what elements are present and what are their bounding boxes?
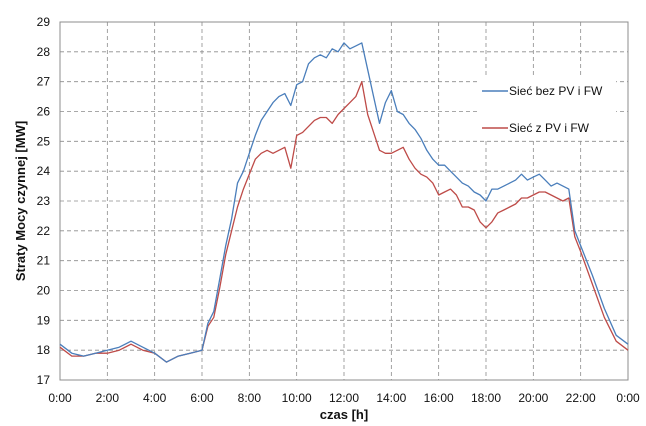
y-tick-label: 17 — [37, 373, 51, 387]
series-line — [59, 42, 629, 363]
y-tick-label: 24 — [37, 164, 51, 178]
x-tick-label: 10:00 — [282, 391, 312, 405]
x-tick-label: 22:00 — [566, 391, 596, 405]
x-tick-label: 6:00 — [190, 391, 214, 405]
x-tick-label: 4:00 — [143, 391, 167, 405]
x-axis-title: czas [h] — [320, 407, 368, 422]
series-group — [59, 42, 629, 363]
y-tick-label: 27 — [37, 75, 51, 89]
x-tick-label: 20:00 — [518, 391, 548, 405]
x-tick-label: 0:00 — [48, 391, 72, 405]
x-tick-labels: 0:00 2:00 4:00 6:00 8:00 10:00 12:00 14:00 16:00… — [48, 391, 640, 405]
y-tick-label: 23 — [37, 194, 51, 208]
legend-label: Sieć bez PV i FW — [509, 84, 603, 98]
y-tick-label: 21 — [37, 254, 51, 268]
y-tick-label: 20 — [37, 284, 51, 298]
x-tick-label: 8:00 — [238, 391, 262, 405]
legend-label: Sieć z PV i FW — [509, 121, 590, 135]
x-tick-label: 16:00 — [424, 391, 454, 405]
x-tick-label: 2:00 — [96, 391, 120, 405]
y-tick-label: 28 — [37, 45, 51, 59]
x-tick-label: 14:00 — [376, 391, 406, 405]
x-tick-label: 18:00 — [471, 391, 501, 405]
y-tick-labels: 17 18 19 20 21 22 23 24 25 26 27 28 29 — [37, 15, 51, 387]
series-line — [59, 81, 629, 363]
legend: Sieć bez PV i FW Sieć z PV i FW — [482, 84, 603, 135]
y-tick-label: 18 — [37, 343, 51, 357]
y-tick-label: 26 — [37, 105, 51, 119]
y-tick-label: 25 — [37, 134, 51, 148]
y-axis-title: Straty Mocy czynnej [MW] — [13, 121, 28, 281]
x-tick-label: 12:00 — [329, 391, 359, 405]
y-tick-label: 19 — [37, 313, 51, 327]
y-tick-label: 29 — [37, 15, 51, 29]
y-tick-label: 22 — [37, 224, 51, 238]
x-tick-label: 0:00 — [616, 391, 640, 405]
